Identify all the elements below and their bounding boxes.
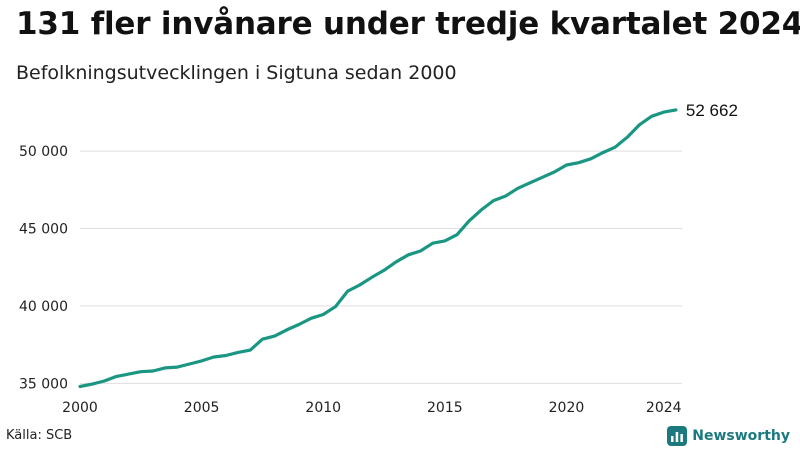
- x-tick-label: 2020: [549, 400, 585, 416]
- y-tick-label: 50 000: [19, 144, 68, 160]
- chart-subtitle: Befolkningsutvecklingen i Sigtuna sedan …: [16, 62, 457, 84]
- y-tick-label: 40 000: [19, 299, 68, 315]
- source-note: Källa: SCB: [6, 428, 73, 443]
- x-tick-label: 2010: [305, 400, 341, 416]
- newsworthy-brand: Newsworthy: [667, 426, 790, 446]
- y-tick-label: 45 000: [19, 222, 68, 238]
- chart-title: 131 fler invånare under tredje kvartalet…: [16, 6, 800, 42]
- brand-name: Newsworthy: [692, 428, 790, 444]
- bar-chart-logo-icon: [667, 426, 688, 446]
- x-tick-label: 2000: [62, 400, 98, 416]
- x-tick-label: 2005: [184, 400, 220, 416]
- x-tick-label: 2024: [646, 400, 682, 416]
- population-series-line: [78, 108, 678, 389]
- y-tick-label: 35 000: [19, 376, 68, 392]
- x-tick-label: 2015: [427, 400, 463, 416]
- end-value-label: 52 662: [686, 101, 738, 120]
